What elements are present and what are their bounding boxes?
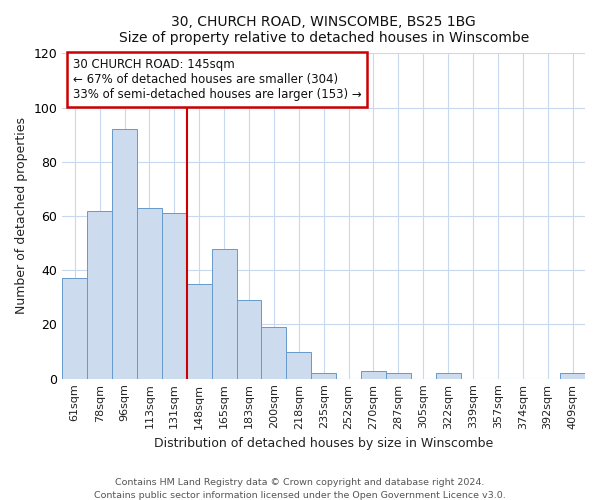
- Bar: [236, 300, 262, 378]
- Bar: [87, 210, 112, 378]
- Bar: [311, 374, 336, 378]
- Bar: [187, 284, 212, 378]
- Text: Contains HM Land Registry data © Crown copyright and database right 2024.
Contai: Contains HM Land Registry data © Crown c…: [94, 478, 506, 500]
- X-axis label: Distribution of detached houses by size in Winscombe: Distribution of detached houses by size …: [154, 437, 493, 450]
- Title: 30, CHURCH ROAD, WINSCOMBE, BS25 1BG
Size of property relative to detached house: 30, CHURCH ROAD, WINSCOMBE, BS25 1BG Siz…: [119, 15, 529, 45]
- Text: 30 CHURCH ROAD: 145sqm
← 67% of detached houses are smaller (304)
33% of semi-de: 30 CHURCH ROAD: 145sqm ← 67% of detached…: [73, 58, 361, 101]
- Y-axis label: Number of detached properties: Number of detached properties: [15, 118, 28, 314]
- Bar: [286, 352, 311, 378]
- Bar: [386, 374, 411, 378]
- Bar: [361, 370, 386, 378]
- Bar: [162, 214, 187, 378]
- Bar: [112, 129, 137, 378]
- Bar: [212, 248, 236, 378]
- Bar: [137, 208, 162, 378]
- Bar: [62, 278, 87, 378]
- Bar: [436, 374, 461, 378]
- Bar: [262, 327, 286, 378]
- Bar: [560, 374, 585, 378]
